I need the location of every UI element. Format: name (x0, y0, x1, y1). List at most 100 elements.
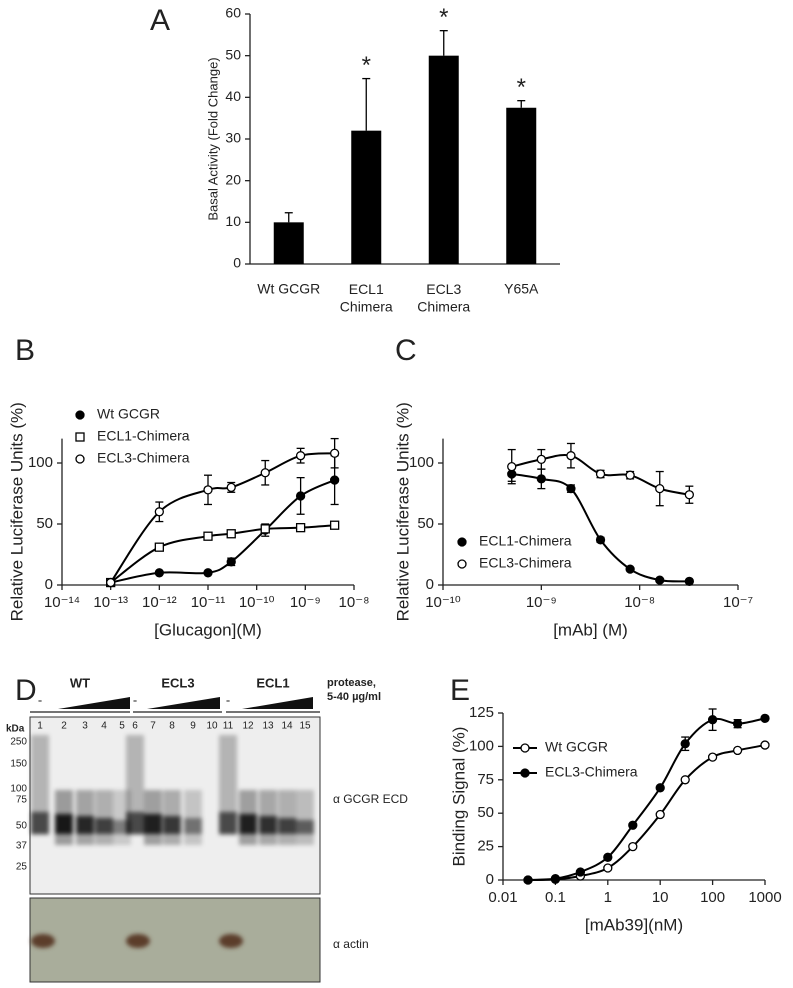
legend-label: ECL1-Chimera (479, 533, 572, 549)
panel-letter: A (150, 4, 170, 37)
marker (295, 491, 306, 501)
marker (329, 448, 340, 458)
marker (655, 483, 665, 494)
bands (31, 735, 314, 948)
y-tick-label: 100 (469, 737, 494, 754)
legend-label: Wt GCGR (97, 406, 160, 422)
panel-letter: C (395, 334, 417, 367)
y-tick-label: 25 (477, 838, 494, 855)
untreated-label: - (38, 692, 42, 707)
x-tick-label: Wt GCGR (257, 281, 320, 297)
antibody-label: α actin (333, 937, 369, 951)
legend-marker (457, 559, 467, 569)
y-tick-label: 0 (233, 255, 241, 271)
group-label: WT (70, 675, 90, 690)
marker (603, 852, 613, 862)
blot-actin (29, 897, 321, 983)
smear (219, 735, 237, 835)
marker (203, 568, 213, 578)
lane-number: 9 (190, 721, 196, 732)
mw-marker: 50 (16, 821, 28, 832)
legend-marker (520, 768, 530, 778)
marker (625, 470, 635, 480)
marker (226, 557, 236, 567)
y-tick-label: 125 (469, 704, 494, 721)
untreated-label: - (133, 692, 137, 707)
annotation: * (439, 4, 448, 31)
lane-number: 2 (61, 721, 67, 732)
mw-marker: 100 (10, 784, 27, 795)
x-tick-label: ECL1 Chimera (340, 281, 393, 315)
annotation: * (517, 74, 526, 101)
x-tick-label: 10⁻¹³ (93, 594, 128, 611)
lane-number: 13 (262, 721, 274, 732)
lane-number: 14 (281, 721, 293, 732)
marker (226, 529, 236, 539)
smear (296, 790, 314, 845)
marker (684, 576, 694, 586)
x-tick-label: 10⁻¹¹ (191, 594, 226, 611)
band (239, 814, 257, 834)
x-axis-label: [mAb] (M) (553, 620, 628, 639)
smear (31, 735, 49, 835)
x-axis-label: [Glucagon](M) (154, 620, 262, 639)
bar (273, 222, 304, 264)
marker (260, 524, 270, 534)
marker (680, 739, 690, 749)
band (219, 812, 237, 834)
x-tick-label: 0.01 (488, 889, 517, 906)
lane-number: 6 (132, 721, 138, 732)
x-tick-label: 100 (700, 889, 725, 906)
smear (184, 790, 202, 845)
lane-number: 12 (242, 721, 254, 732)
x-tick-label: 10⁻⁸ (624, 594, 655, 611)
x-tick-label: 10⁻⁷ (723, 594, 753, 611)
lane-number: 4 (101, 721, 107, 732)
y-tick-label: 0 (45, 576, 53, 593)
marker (329, 475, 340, 485)
y-axis-label: Binding Signal (%) (449, 727, 468, 867)
y-tick-label: 100 (28, 454, 53, 471)
lane-number: 1 (37, 721, 43, 732)
actin-band (31, 934, 55, 948)
marker (707, 752, 718, 762)
antibody-label: α GCGR ECD (333, 792, 408, 806)
mw-marker: 25 (16, 862, 28, 873)
marker (203, 531, 213, 541)
marker (628, 820, 638, 830)
marker (595, 469, 606, 479)
lane-number: 10 (206, 721, 218, 732)
marker (732, 745, 743, 756)
x-tick-label: 1000 (748, 889, 781, 906)
y-tick-label: 40 (225, 88, 241, 104)
band (163, 816, 181, 834)
y-tick-label: 50 (36, 515, 53, 532)
lane-number: 11 (223, 721, 234, 732)
x-tick-label: 10⁻¹⁰ (239, 594, 275, 611)
marker (655, 783, 665, 793)
marker (106, 577, 116, 588)
marker (625, 564, 635, 574)
marker (523, 875, 533, 885)
lane-number: 5 (119, 721, 125, 732)
band (95, 818, 113, 834)
x-tick-label: 10⁻⁹ (290, 594, 321, 611)
marker (295, 523, 306, 533)
y-tick-label: 100 (409, 454, 434, 471)
smear (278, 790, 296, 845)
fit-curve (527, 717, 766, 881)
legend-label: ECL1-Chimera (97, 428, 190, 444)
smear (126, 735, 144, 835)
marker (603, 863, 613, 873)
y-tick-label: 10 (225, 213, 241, 229)
x-tick-label: 1 (604, 889, 612, 906)
x-tick-label: 0.1 (545, 889, 566, 906)
lane-number: 15 (299, 721, 311, 732)
x-tick-label: 10⁻⁹ (526, 594, 557, 611)
fit-curve (527, 744, 766, 881)
marker (628, 841, 638, 852)
legend-marker (75, 410, 85, 420)
marker (684, 490, 694, 500)
protease-label: protease, 5-40 µg/ml (327, 677, 381, 703)
